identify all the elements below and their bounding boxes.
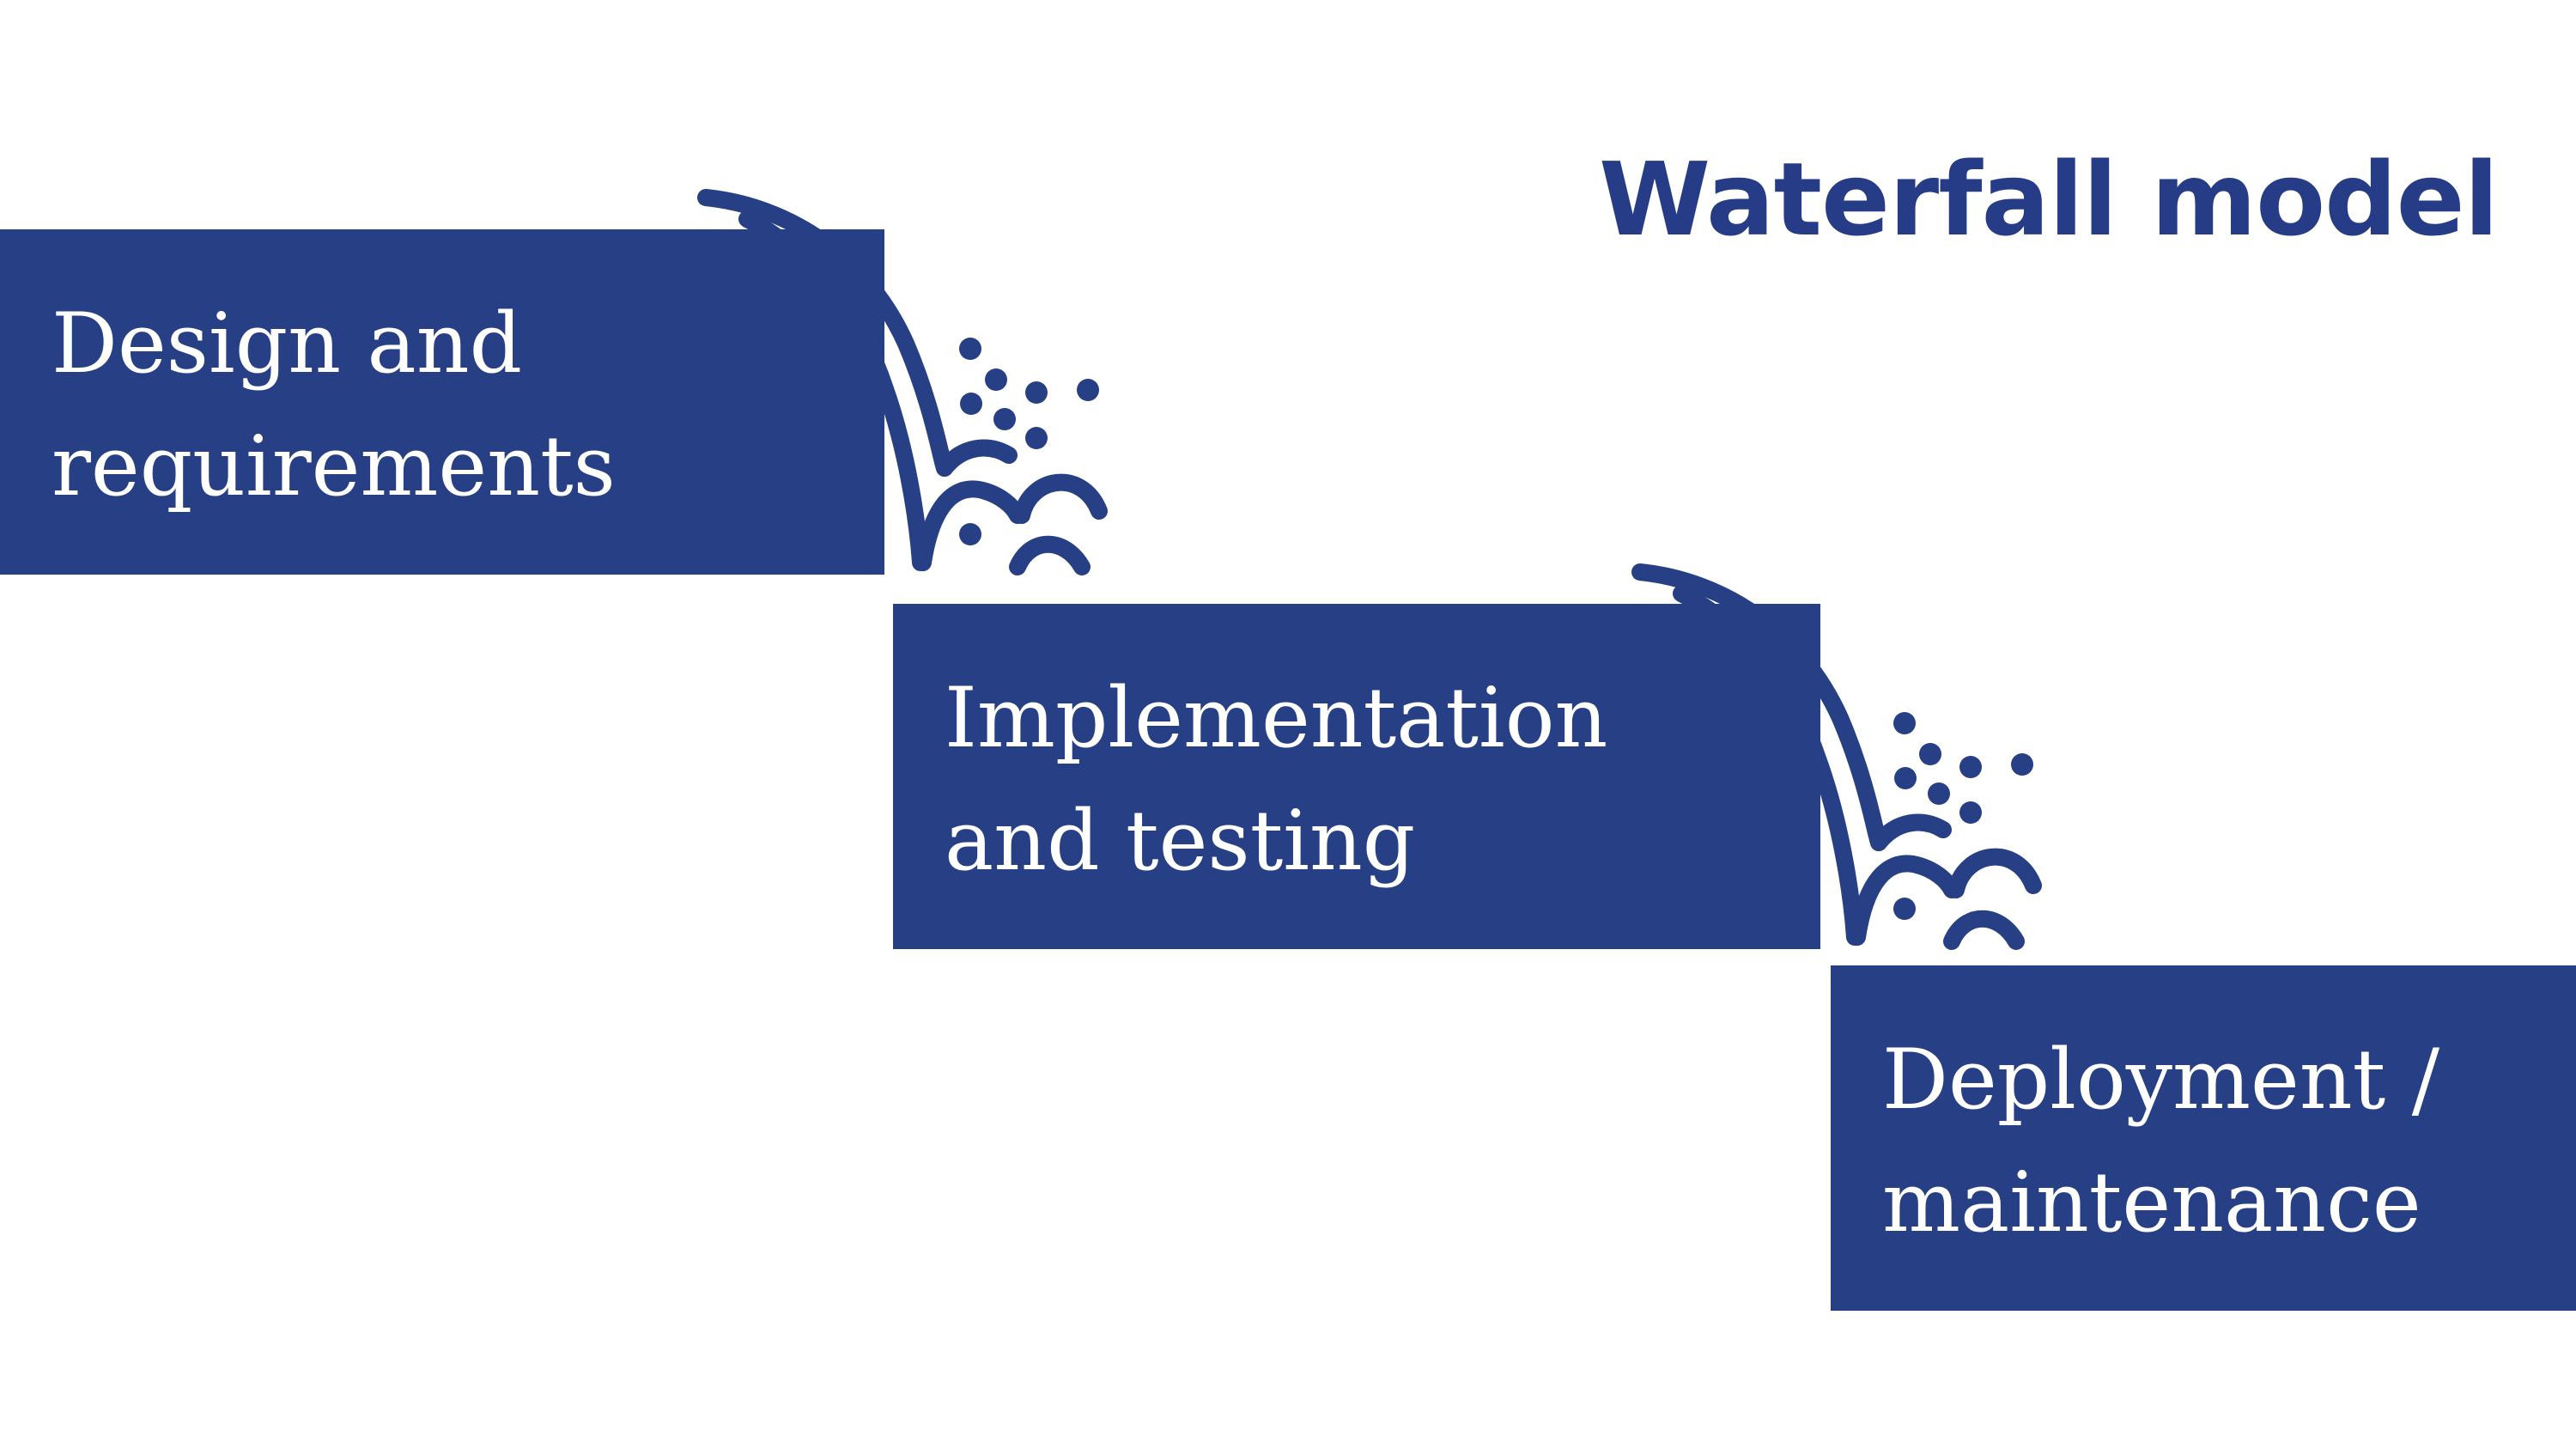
stage-design-requirements: Design and requirements — [0, 229, 884, 575]
stage-label: Implementation and testing — [945, 670, 1608, 889]
stage-deployment-maintenance: Deployment / maintenance — [1831, 965, 2576, 1311]
stage-label: Design and requirements — [52, 295, 616, 514]
diagram-title: Waterfall model — [1599, 140, 2499, 259]
stage-implementation-testing: Implementation and testing — [893, 604, 1820, 949]
stage-label: Deployment / maintenance — [1882, 1032, 2440, 1251]
